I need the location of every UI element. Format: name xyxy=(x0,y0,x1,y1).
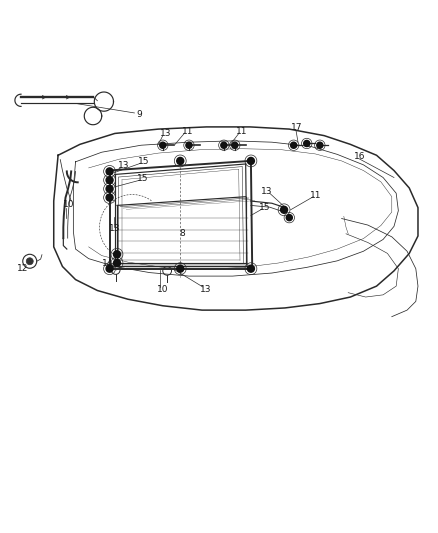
Circle shape xyxy=(177,265,184,272)
Text: 13: 13 xyxy=(109,224,120,233)
Text: 11: 11 xyxy=(235,127,247,136)
Circle shape xyxy=(231,142,237,148)
Circle shape xyxy=(106,194,113,201)
Text: 12: 12 xyxy=(17,264,28,273)
Circle shape xyxy=(303,140,309,147)
Text: 13: 13 xyxy=(159,130,171,139)
Text: 13: 13 xyxy=(260,188,272,196)
Text: 15: 15 xyxy=(137,174,148,183)
Circle shape xyxy=(106,265,113,272)
Circle shape xyxy=(280,206,287,213)
Text: 13: 13 xyxy=(117,161,129,170)
Text: 9: 9 xyxy=(136,110,141,119)
Text: 14: 14 xyxy=(102,259,113,268)
Circle shape xyxy=(247,265,254,272)
Circle shape xyxy=(286,215,292,221)
Text: 15: 15 xyxy=(138,157,149,166)
Circle shape xyxy=(177,157,184,164)
Circle shape xyxy=(106,176,113,183)
Text: 10: 10 xyxy=(63,200,74,208)
Text: 13: 13 xyxy=(199,285,211,294)
Circle shape xyxy=(113,251,120,258)
Text: 11: 11 xyxy=(181,127,193,136)
Text: 17: 17 xyxy=(291,123,302,132)
Circle shape xyxy=(113,260,120,266)
Circle shape xyxy=(106,168,113,175)
Circle shape xyxy=(220,142,226,148)
Text: 8: 8 xyxy=(179,229,185,238)
Circle shape xyxy=(159,142,166,148)
Circle shape xyxy=(247,157,254,164)
Text: 11: 11 xyxy=(309,191,321,200)
Circle shape xyxy=(290,142,296,148)
Circle shape xyxy=(185,142,191,148)
Text: 16: 16 xyxy=(353,152,365,161)
Text: 15: 15 xyxy=(258,203,270,212)
Circle shape xyxy=(106,185,113,192)
Circle shape xyxy=(26,258,33,265)
Text: 10: 10 xyxy=(157,285,168,294)
Circle shape xyxy=(316,142,322,148)
